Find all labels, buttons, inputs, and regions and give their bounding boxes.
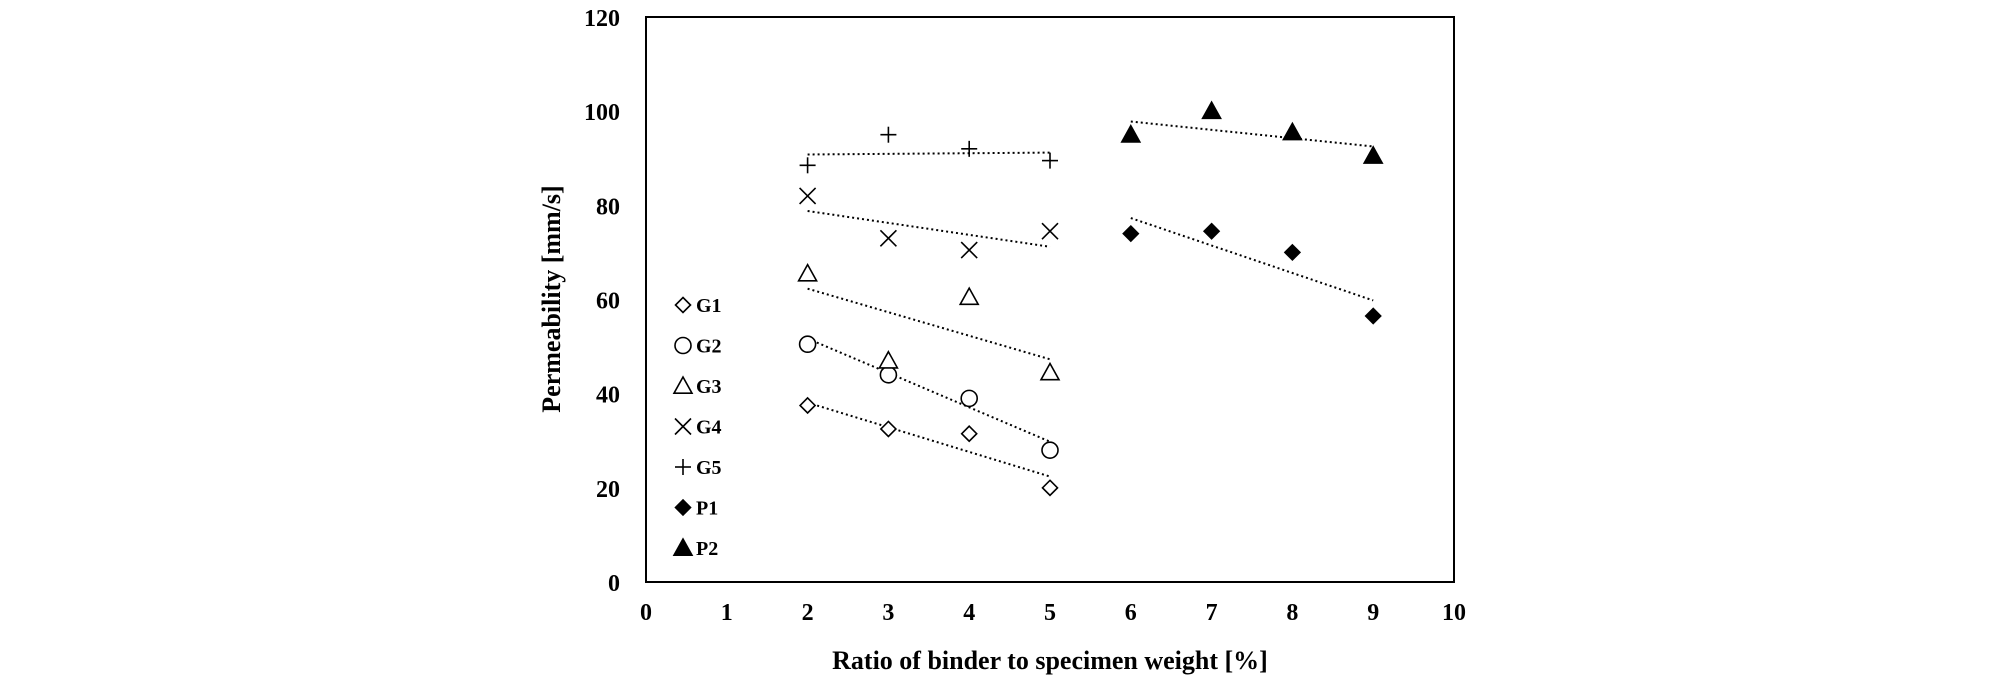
legend-item-g3: G3 <box>672 375 722 398</box>
data-point-g5 <box>961 140 978 157</box>
legend-item-g4: G4 <box>674 417 722 439</box>
x-tick-label: 9 <box>1367 600 1379 626</box>
y-axis-title: Permeability [mm/s] <box>537 185 566 412</box>
data-point-g1 <box>960 425 978 443</box>
data-point-g2 <box>1041 441 1059 459</box>
data-point-g5 <box>799 157 816 174</box>
plot-area <box>645 16 1455 583</box>
legend-item-g1: G1 <box>674 295 722 317</box>
data-point-p2 <box>1120 124 1142 143</box>
x-tick-label: 0 <box>640 600 652 626</box>
trendline-g3 <box>807 287 1051 361</box>
legend-marker-g4 <box>674 417 692 436</box>
data-point-g4 <box>799 187 817 205</box>
legend-label: G4 <box>696 417 722 439</box>
legend-marker-p1 <box>674 498 692 517</box>
data-point-g1 <box>798 396 817 415</box>
legend-label: G3 <box>696 376 722 398</box>
x-tick-label: 7 <box>1206 600 1218 626</box>
legend: G1 G2 G3 G4 G5 P1 P2 <box>672 295 722 560</box>
trendline-g1 <box>807 401 1051 478</box>
y-tick-label: 0 <box>608 571 620 597</box>
data-point-p2 <box>1201 100 1222 120</box>
legend-marker-g1 <box>674 296 692 314</box>
legend-item-g2: G2 <box>674 336 722 358</box>
trendline-g5 <box>807 151 1051 156</box>
trendline-p1 <box>1130 217 1374 302</box>
data-point-g4 <box>960 241 978 259</box>
x-tick-label: 8 <box>1286 600 1298 626</box>
data-point-g2 <box>798 335 817 354</box>
x-tick-labels: 0 1 2 3 4 5 6 7 8 9 10 <box>640 600 1466 626</box>
legend-item-g5: G5 <box>675 457 722 479</box>
data-point-p2 <box>1282 121 1303 141</box>
trendline-g2 <box>807 337 1051 443</box>
data-point-p2 <box>1362 145 1384 164</box>
x-tick-label: 4 <box>963 600 975 626</box>
legend-label: P2 <box>696 538 718 560</box>
x-tick-label: 5 <box>1044 600 1056 626</box>
trendlines <box>807 120 1374 478</box>
legend-label: G1 <box>696 295 722 317</box>
x-tick-label: 1 <box>721 600 733 626</box>
x-tick-label: 2 <box>802 600 814 626</box>
legend-marker-g3 <box>672 375 694 395</box>
y-tick-label: 120 <box>584 6 620 32</box>
legend-label: P1 <box>696 498 718 520</box>
data-point-g2 <box>960 389 979 408</box>
x-tick-label: 10 <box>1442 600 1466 626</box>
data-point-g3 <box>1039 361 1061 381</box>
data-point-p1 <box>1283 243 1302 262</box>
legend-item-p1: P1 <box>674 498 718 520</box>
y-tick-label: 100 <box>584 100 620 126</box>
legend-label: G2 <box>696 336 722 358</box>
trendline-g4 <box>807 209 1051 248</box>
legend-marker-g5 <box>675 459 691 475</box>
data-point-g3 <box>958 286 980 306</box>
data-point-p1 <box>1202 222 1221 240</box>
data-point-g3 <box>797 262 818 282</box>
data-point-g4 <box>879 229 897 247</box>
x-tick-label: 3 <box>882 600 894 626</box>
legend-marker-p2 <box>672 537 694 557</box>
y-tick-label: 20 <box>596 477 620 503</box>
data-point-p1 <box>1122 224 1140 243</box>
data-markers <box>797 100 1384 497</box>
y-tick-label: 40 <box>596 383 620 409</box>
data-point-p1 <box>1364 307 1382 325</box>
x-axis-title: Ratio of binder to specimen weight [%] <box>832 646 1268 675</box>
data-point-g1 <box>879 420 898 438</box>
data-point-g4 <box>1041 222 1059 240</box>
legend-marker-g2 <box>674 336 692 355</box>
data-point-g2 <box>879 366 898 384</box>
y-tick-label: 80 <box>596 194 620 220</box>
y-tick-labels: 0 20 40 60 80 100 120 <box>584 6 620 597</box>
x-tick-label: 6 <box>1125 600 1137 626</box>
data-point-g3 <box>878 350 899 369</box>
legend-item-p2: P2 <box>672 537 718 560</box>
trendline-p2 <box>1130 120 1374 148</box>
data-point-g5 <box>1042 152 1058 169</box>
data-point-g1 <box>1041 479 1059 497</box>
y-tick-label: 60 <box>596 289 620 315</box>
legend-label: G5 <box>696 457 722 479</box>
data-point-g5 <box>880 126 897 143</box>
